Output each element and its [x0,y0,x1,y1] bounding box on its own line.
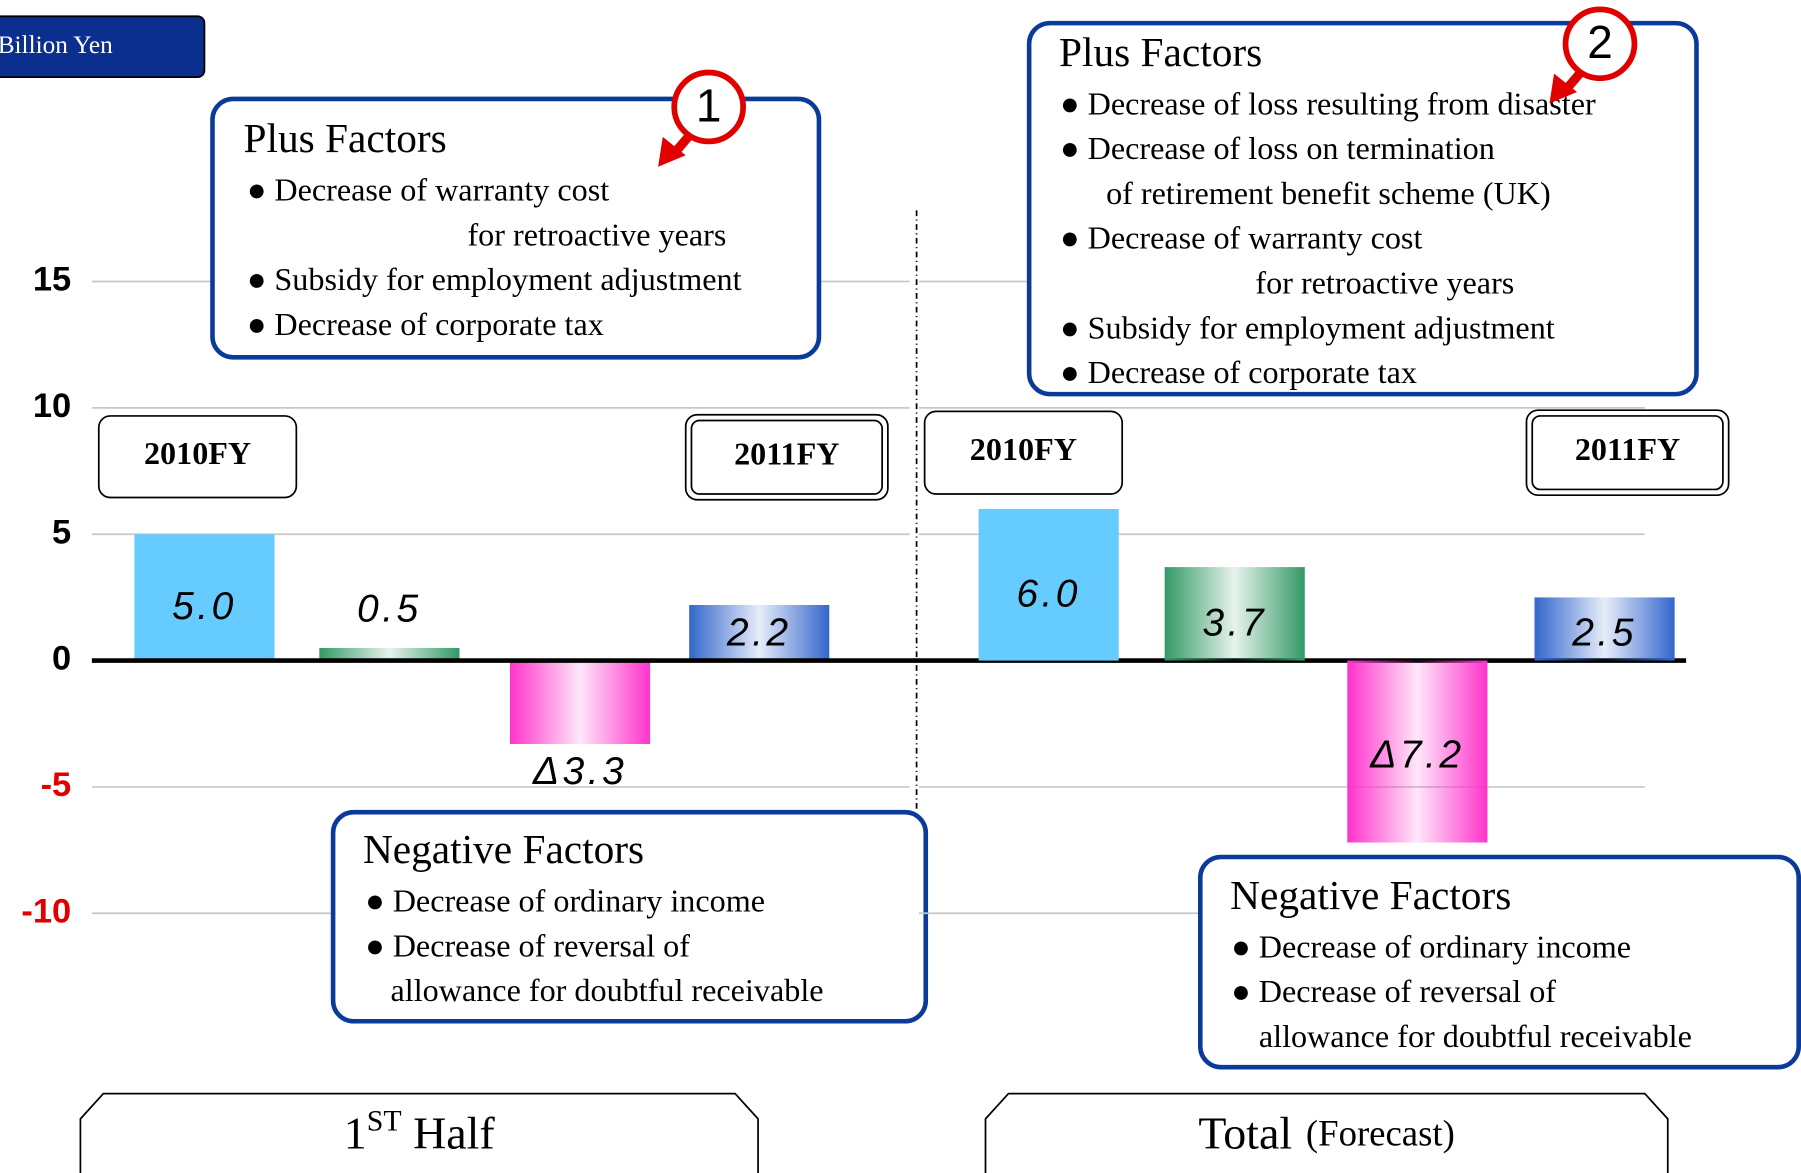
title-suffix: Half [413,1107,495,1158]
annotation: Negative Factors ● Decrease of ordinary i… [1197,854,1801,1070]
annotation: Plus Factors ● Decrease of loss resulting… [1026,6,1699,397]
annotation-title: Plus Factors [244,115,447,161]
marker-circle [1562,6,1638,82]
category-label: 2010FY [144,435,251,471]
marker-arrow [1564,68,1586,91]
annotation-title: Plus Factors [1059,29,1262,75]
value-label: 6.0 [1016,573,1081,616]
title-box [79,1092,759,1173]
category-label: 2010FY [970,431,1077,467]
title-text: Total [1198,1107,1292,1158]
title-text: 1 [344,1107,367,1158]
annotation-line: for retroactive years [1255,265,1514,301]
unit-box: Billion Yen [0,15,206,78]
annotation-line: allowance for doubtful receivable [1259,1018,1692,1054]
annotation-line: ● Subsidy for employment adjustment [1060,309,1555,345]
category-box: 2010FY [97,415,298,499]
annotation-line: ● Decrease of loss resulting from disast… [1060,85,1596,121]
annotation-line: ● Decrease of reversal of [1231,973,1556,1009]
bar [1347,660,1488,843]
annotation-line: for retroactive years [467,216,726,252]
value-label: 0.5 [357,588,422,631]
annotation-line: of retirement benefit scheme (UK) [1106,175,1551,211]
title-superscript: ST [367,1104,402,1137]
bar [319,647,460,661]
annotation-box [210,96,822,360]
category-border [923,410,1124,495]
annotation-line: allowance for doubtful receivable [391,972,824,1008]
marker-arrowhead [658,136,686,167]
marker-label: 2 [1587,16,1613,68]
y-tick-label: -5 [41,766,72,804]
annotation: Negative Factors ● Decrease of ordinary i… [330,809,929,1024]
value-label: Δ7.2 [1369,734,1464,777]
y-tick-label: -10 [21,892,71,930]
category-label: 2011FY [734,436,839,472]
unit-background [0,15,206,78]
bar [978,508,1119,661]
chart-title: 1ST Half [344,1104,496,1157]
unit-label: Billion Yen [0,31,113,59]
annotation-line: ● Decrease of loss on termination [1060,130,1495,166]
marker-label: 1 [696,79,722,131]
annotation: Plus Factors ● Decrease of warranty cost f… [210,69,822,360]
annotation-title: Negative Factors [1230,872,1511,918]
marker-arrowhead [1549,73,1578,104]
chart-title: Total (Forecast) [1198,1107,1455,1158]
value-label: 5.0 [172,585,237,628]
annotation-line: ● Decrease of reversal of [365,927,690,963]
annotation-box [1197,854,1801,1070]
category-border [1525,409,1730,497]
y-tick-label: 0 [52,640,71,678]
annotation-box [330,809,929,1024]
annotation-line: ● Decrease of corporate tax [247,306,604,342]
value-label: 2.2 [726,612,792,655]
category-label: 2011FY [1575,431,1680,467]
bar [1164,567,1305,661]
annotation-line: ● Decrease of warranty cost [247,171,609,207]
bar [134,534,275,661]
bar [509,660,651,744]
category-border [684,413,889,501]
annotation-line: ● Decrease of ordinary income [365,882,765,918]
annotation-line: ● Decrease of corporate tax [1060,354,1417,390]
marker-circle [671,69,747,145]
marker-arrow [673,131,694,154]
annotation-line: ● Subsidy for employment adjustment [247,261,742,297]
annotation-title: Negative Factors [363,826,644,872]
y-tick-label: 5 [52,513,71,551]
category-box: 2010FY [923,410,1124,495]
category-box: 2011FY [1525,409,1730,497]
category-box: 2011FY [684,413,889,501]
annotation-box [1026,20,1699,397]
category-inner-border [1531,415,1724,491]
value-label: 3.7 [1202,602,1267,645]
value-label: 2.5 [1571,612,1637,655]
bar [689,604,830,661]
category-border [97,415,298,499]
y-tick-label: 10 [33,387,71,425]
annotation-line: ● Decrease of ordinary income [1231,928,1631,964]
y-tick-label: 15 [33,261,71,299]
value-label: Δ3.3 [532,750,627,793]
chart-subtitle: (Forecast) [1306,1113,1455,1154]
annotation-line: ● Decrease of warranty cost [1060,220,1422,256]
category-inner-border [690,419,883,495]
title-box [984,1092,1669,1173]
bar [1534,597,1675,661]
